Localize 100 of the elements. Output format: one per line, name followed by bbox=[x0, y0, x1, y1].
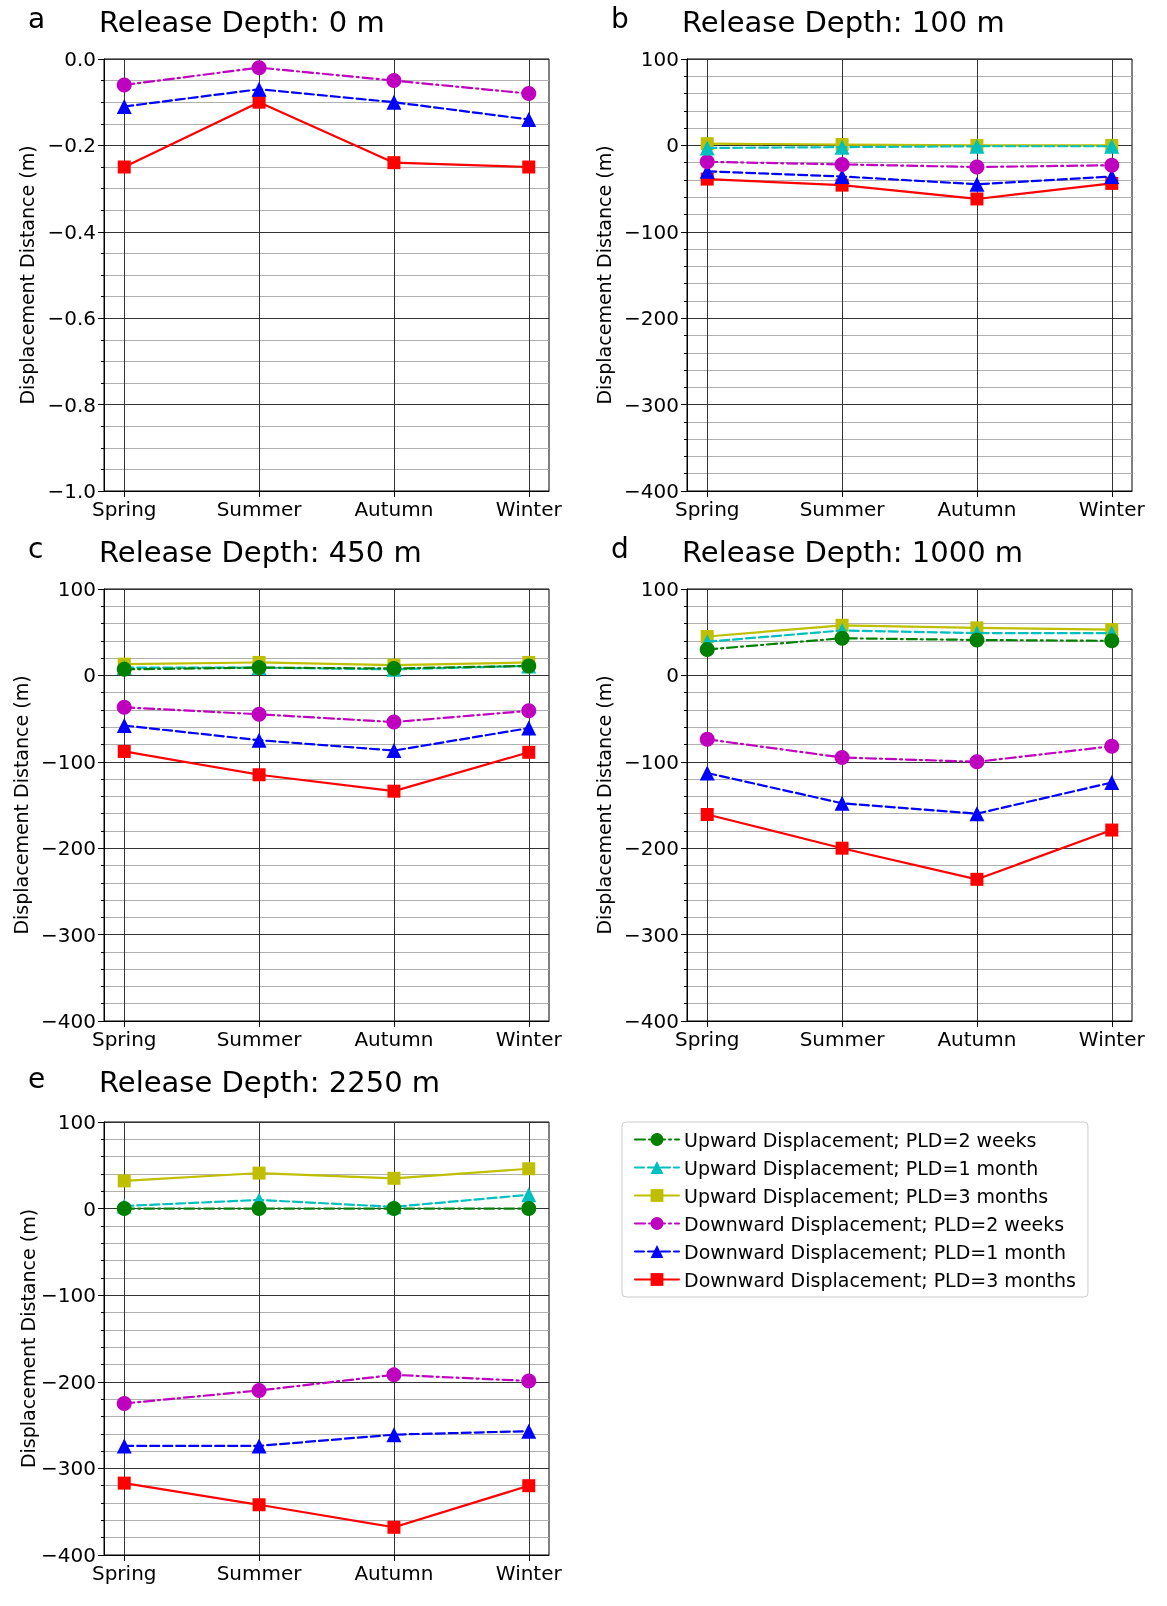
point bbox=[834, 156, 850, 172]
x-tick-label: Winter bbox=[1078, 1027, 1146, 1051]
point bbox=[522, 160, 536, 174]
point bbox=[522, 745, 536, 759]
point bbox=[699, 765, 715, 781]
point bbox=[386, 1367, 402, 1383]
point bbox=[251, 1201, 267, 1217]
point bbox=[970, 872, 984, 886]
point bbox=[386, 743, 402, 759]
x-tick-label: Autumn bbox=[354, 497, 434, 521]
x-tick-label: Winter bbox=[1078, 497, 1146, 521]
point bbox=[834, 169, 850, 184]
y-tick-label: −300 bbox=[624, 922, 679, 947]
y-tick-label: −100 bbox=[624, 749, 679, 774]
point bbox=[521, 111, 537, 127]
y-tick-label: −300 bbox=[624, 392, 679, 417]
point bbox=[1104, 738, 1120, 754]
chart-title: Release Depth: 2250 m bbox=[99, 1064, 441, 1099]
y-tick-label: 0 bbox=[83, 1196, 96, 1221]
point bbox=[252, 1498, 266, 1512]
legend-label: Upward Displacement; PLD=3 months bbox=[684, 1184, 1049, 1207]
point bbox=[699, 641, 715, 657]
point bbox=[521, 1201, 537, 1217]
point bbox=[969, 176, 985, 192]
y-tick-label: −100 bbox=[41, 749, 96, 774]
point bbox=[251, 1438, 267, 1454]
point bbox=[522, 1162, 536, 1176]
x-tick-label: Summer bbox=[216, 1561, 303, 1585]
x-tick-label: Winter bbox=[495, 497, 563, 521]
point bbox=[1104, 157, 1120, 173]
x-tick-label: Autumn bbox=[937, 497, 1017, 521]
legend-label: Downward Displacement; PLD=1 month bbox=[684, 1240, 1067, 1263]
point bbox=[969, 159, 985, 175]
legend-label: Downward Displacement; PLD=3 months bbox=[684, 1268, 1076, 1291]
point bbox=[699, 140, 715, 156]
x-tick-label: Winter bbox=[495, 1027, 563, 1051]
point bbox=[116, 99, 132, 115]
point bbox=[252, 1166, 266, 1180]
point bbox=[252, 768, 266, 782]
y-tick-label: 100 bbox=[640, 577, 679, 601]
y-tick-label: 0 bbox=[666, 133, 679, 158]
point bbox=[699, 731, 715, 747]
y-tick-label: −100 bbox=[41, 1283, 96, 1308]
text: a bbox=[28, 1, 46, 35]
text: d bbox=[611, 531, 629, 565]
point bbox=[386, 94, 402, 110]
point bbox=[251, 60, 267, 76]
y-axis-title: Displacement Distance (m) bbox=[16, 145, 39, 405]
point bbox=[117, 744, 131, 758]
point bbox=[116, 718, 132, 734]
point bbox=[834, 795, 850, 811]
point bbox=[116, 699, 132, 715]
point bbox=[521, 86, 537, 102]
point bbox=[116, 77, 132, 93]
point bbox=[969, 632, 985, 648]
point bbox=[521, 703, 537, 719]
point bbox=[699, 154, 715, 170]
legend-label: Upward Displacement; PLD=2 weeks bbox=[684, 1128, 1037, 1151]
y-tick-label: −200 bbox=[41, 1369, 96, 1394]
point bbox=[251, 81, 267, 97]
legend-label: Upward Displacement; PLD=1 month bbox=[684, 1156, 1039, 1179]
point bbox=[116, 1438, 132, 1454]
y-tick-label: −100 bbox=[624, 219, 679, 244]
point bbox=[970, 192, 984, 206]
x-tick-label: Summer bbox=[799, 497, 886, 521]
text: c bbox=[28, 531, 44, 565]
y-axis-title: Displacement Distance (m) bbox=[592, 145, 615, 405]
legend-label: Downward Displacement; PLD=2 weeks bbox=[684, 1212, 1065, 1235]
point bbox=[835, 841, 849, 855]
point bbox=[117, 1476, 131, 1490]
y-axis-title: Displacement Distance (m) bbox=[9, 675, 32, 935]
x-tick-label: Autumn bbox=[354, 1561, 434, 1585]
point bbox=[521, 720, 537, 736]
point bbox=[387, 156, 401, 170]
point bbox=[521, 1373, 537, 1389]
y-tick-label: 0 bbox=[666, 663, 679, 688]
y-tick-label: 100 bbox=[57, 577, 96, 601]
y-tick-label: −200 bbox=[624, 836, 679, 861]
text: e bbox=[28, 1061, 46, 1095]
point bbox=[117, 160, 131, 174]
x-tick-label: Summer bbox=[216, 497, 303, 521]
point bbox=[1104, 633, 1120, 649]
x-tick-label: Autumn bbox=[937, 1027, 1017, 1051]
point bbox=[1104, 775, 1120, 791]
text: b bbox=[611, 1, 629, 35]
y-tick-label: −300 bbox=[41, 1456, 96, 1481]
x-tick-label: Summer bbox=[799, 1027, 886, 1051]
point bbox=[251, 706, 267, 722]
point bbox=[386, 1427, 402, 1443]
point bbox=[969, 754, 985, 770]
point bbox=[969, 806, 985, 822]
point bbox=[1105, 823, 1119, 837]
y-tick-label: −300 bbox=[41, 922, 96, 947]
y-tick-label: −0.6 bbox=[47, 306, 96, 331]
y-tick-label: 0.0 bbox=[64, 47, 96, 71]
point bbox=[116, 1395, 132, 1411]
chart-title: Release Depth: 1000 m bbox=[682, 534, 1024, 569]
y-tick-label: −0.2 bbox=[47, 133, 96, 158]
chart-title: Release Depth: 450 m bbox=[99, 534, 422, 569]
y-tick-label: −0.8 bbox=[47, 392, 96, 417]
